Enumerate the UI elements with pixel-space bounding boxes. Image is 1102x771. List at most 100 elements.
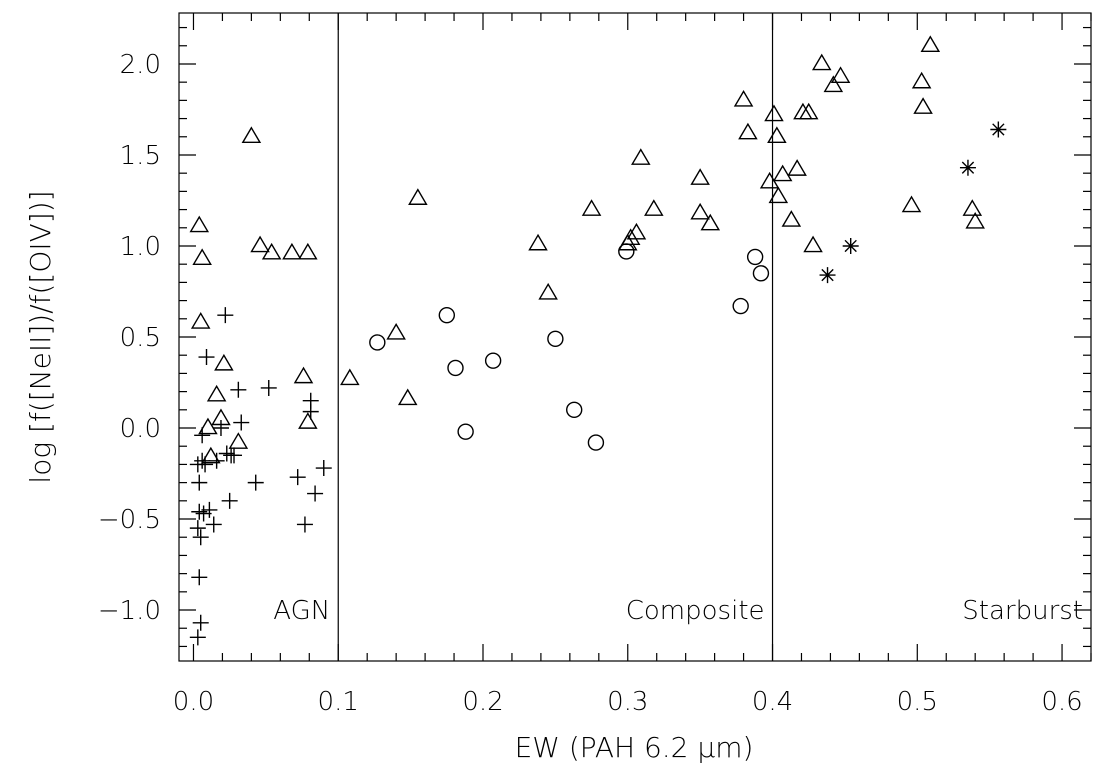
y-tick-label: 1.0 <box>120 232 161 262</box>
triangle-point <box>397 388 418 406</box>
region-label-starburst: Starburst <box>962 596 1083 626</box>
triangle-point <box>631 148 651 165</box>
triangle-point <box>617 233 638 251</box>
triangle-point <box>764 104 784 122</box>
plus-point <box>289 469 306 486</box>
triangle-point <box>528 233 548 251</box>
triangle-point <box>293 366 314 384</box>
y-tick-label: 0.0 <box>120 414 161 444</box>
triangle-point <box>250 235 270 253</box>
triangle-point <box>913 97 933 114</box>
triangle-point <box>408 188 428 205</box>
triangle-point <box>920 35 941 53</box>
x-tick-label: 0.5 <box>897 687 938 717</box>
asterisk-point <box>959 159 976 176</box>
asterisk-point <box>990 121 1007 138</box>
triangle-point <box>830 66 851 83</box>
plus-point <box>192 614 209 631</box>
triangle-point <box>538 282 558 300</box>
triangle-point <box>738 122 758 140</box>
x-tick-label: 0.3 <box>607 687 648 717</box>
x-tick-label: 0.6 <box>1041 687 1082 717</box>
circle-point <box>746 248 764 266</box>
plus-point <box>191 474 208 491</box>
triangle-point <box>787 159 807 176</box>
circle-point <box>484 352 502 369</box>
triangle-point <box>620 228 641 245</box>
triangle-point <box>767 126 787 144</box>
x-tick-label: 0.1 <box>318 687 359 717</box>
tick-labels: 0.0 0.1 0.2 0.3 0.4 0.5 0.6 −1.0 −0.5 0.0 0.5 1.0 1.… <box>98 50 1083 717</box>
asterisk-point <box>819 267 836 284</box>
triangle-point <box>901 195 922 213</box>
plus-point <box>191 569 208 586</box>
circle-point <box>457 423 474 440</box>
triangle-point <box>803 235 823 253</box>
x-tick-label: 0.2 <box>462 687 503 717</box>
plus-point <box>192 529 209 546</box>
triangle-point <box>626 222 647 240</box>
triangle-point <box>214 353 234 371</box>
triangle-point <box>241 126 262 144</box>
y-tick-label: −1.0 <box>98 596 161 626</box>
circle-point <box>587 434 605 451</box>
triangle-point <box>768 186 789 204</box>
axis-ticks <box>179 13 1092 661</box>
triangle-point <box>733 89 754 107</box>
triangle-point <box>965 211 985 229</box>
triangle-point <box>298 412 318 429</box>
plus-point <box>221 492 238 509</box>
region-label-composite: Composite <box>626 596 765 626</box>
x-tick-label: 0.4 <box>752 687 793 717</box>
triangle-point <box>201 446 221 464</box>
plus-point <box>307 485 324 502</box>
triangle-point <box>962 199 983 216</box>
plot-frame <box>178 12 1092 662</box>
y-tick-label: −0.5 <box>98 505 161 535</box>
triangle-point <box>228 432 249 449</box>
triangle-point <box>206 384 227 402</box>
triangle-point <box>811 53 832 71</box>
triangle-point <box>690 202 710 220</box>
plus-point <box>194 452 211 469</box>
plus-point <box>233 414 250 431</box>
plus-point <box>218 445 235 462</box>
triangle-point <box>798 102 819 120</box>
plus-point <box>194 427 211 444</box>
y-tick-label: 2.0 <box>120 50 161 80</box>
triangle-point <box>190 312 211 329</box>
triangle-point <box>772 164 793 182</box>
triangle-point <box>781 210 802 227</box>
circle-point <box>732 297 749 315</box>
triangle-point <box>282 242 302 260</box>
triangle-point <box>644 199 664 216</box>
plus-point <box>189 520 206 537</box>
circle-point <box>447 359 464 377</box>
plus-point <box>302 403 319 420</box>
triangle-point <box>911 71 932 89</box>
region-label-agn: AGN <box>273 596 330 626</box>
plus-point <box>247 474 264 491</box>
x-tick-label: 0.0 <box>173 687 214 717</box>
triangle-point <box>189 215 210 233</box>
triangle-point <box>690 168 710 185</box>
plus-point <box>205 516 222 533</box>
plus-point <box>260 379 277 396</box>
y-tick-label: 1.5 <box>120 141 161 171</box>
plus-point <box>230 381 247 398</box>
y-tick-label: 0.5 <box>120 323 161 353</box>
triangle-point <box>198 417 218 435</box>
triangle-point <box>192 248 212 266</box>
triangle-point <box>261 242 282 260</box>
triangle-point <box>298 242 318 260</box>
data-points <box>189 35 1007 646</box>
y-axis-label: log [f([NeII])/f([OIV])] <box>24 190 57 483</box>
triangle-point <box>581 199 602 216</box>
plus-point <box>208 452 225 469</box>
plus-point <box>197 456 214 473</box>
triangle-point <box>700 213 721 231</box>
plus-point <box>189 629 206 646</box>
plus-point <box>315 460 332 477</box>
circle-point <box>566 401 583 419</box>
plus-point <box>217 307 234 324</box>
